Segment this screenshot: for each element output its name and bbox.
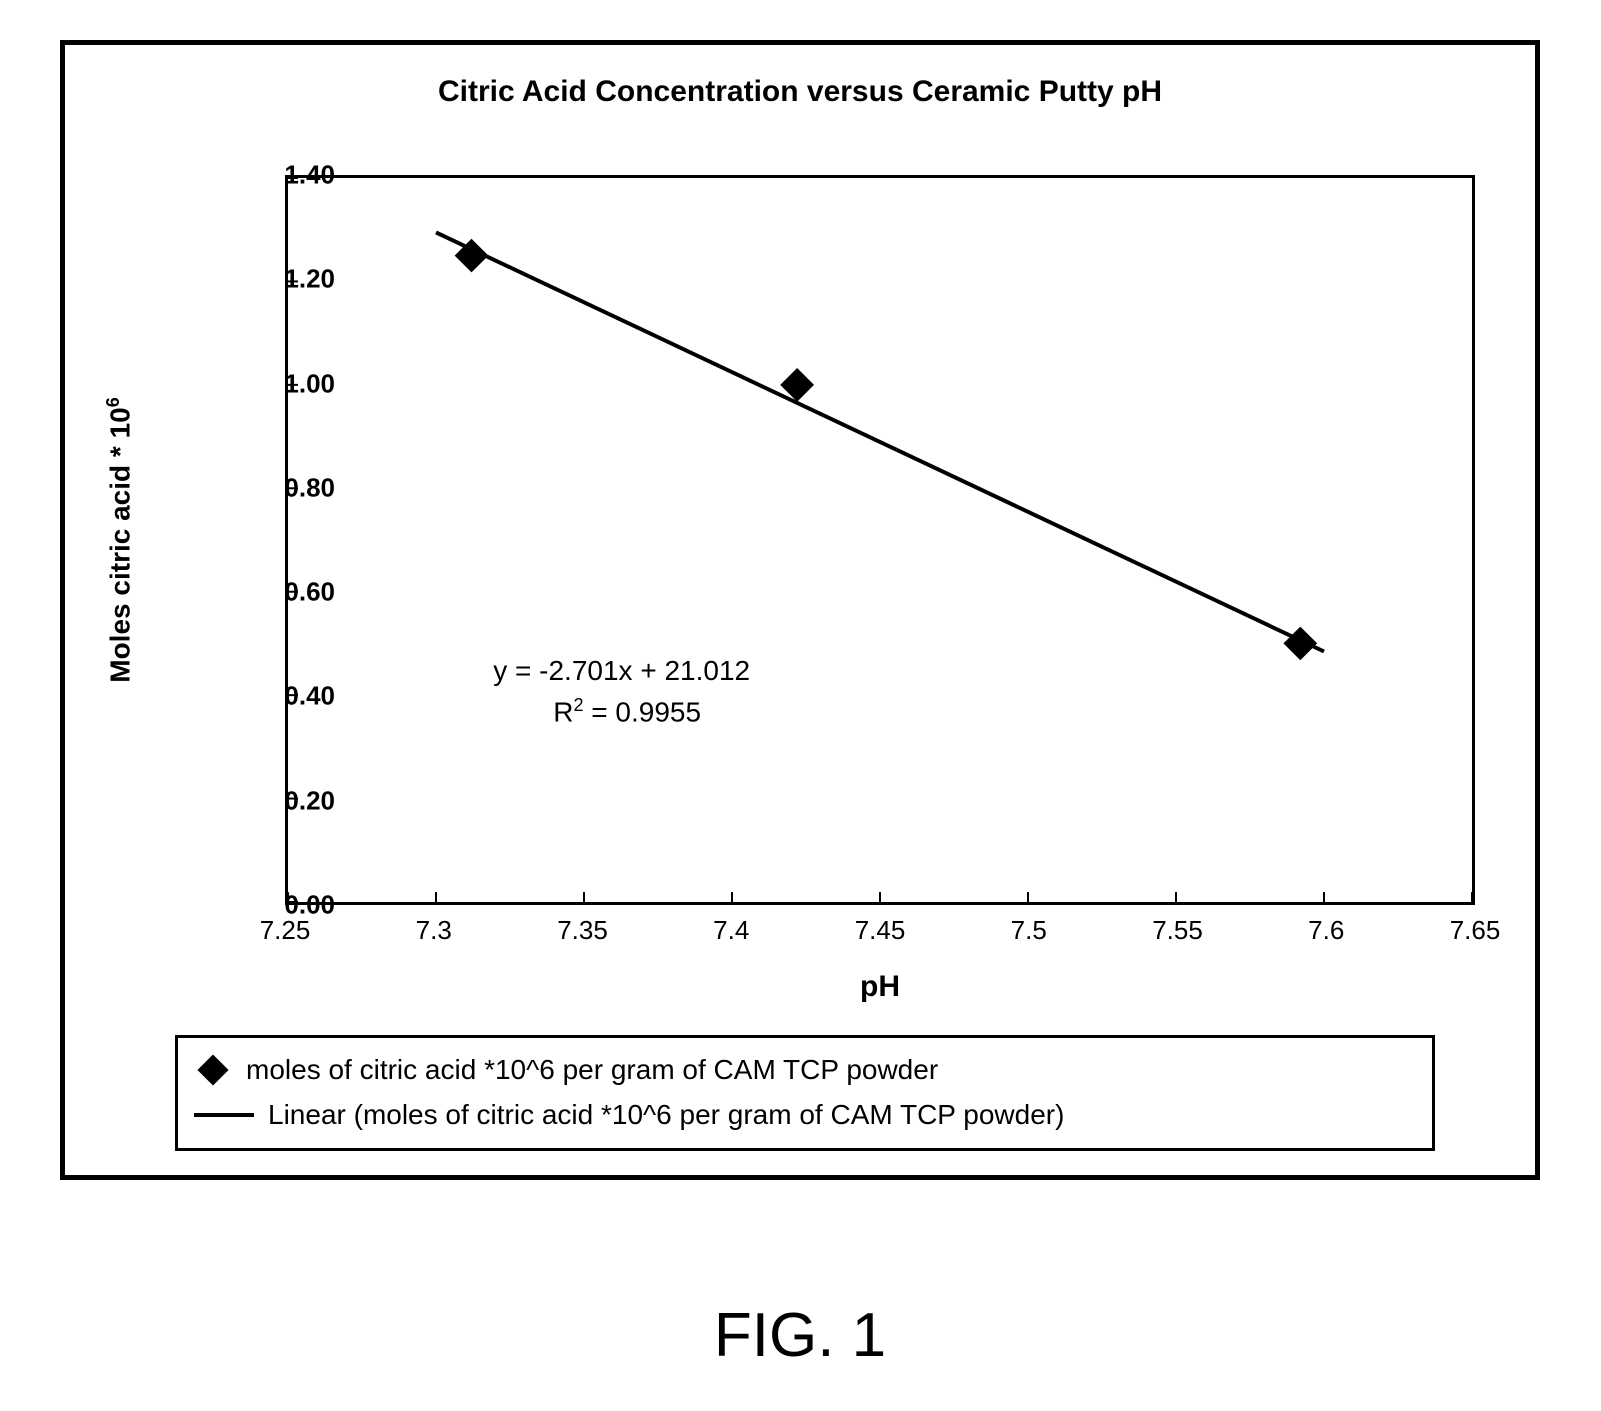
legend-label-trendline: Linear (moles of citric acid *10^6 per g… (268, 1093, 1064, 1138)
x-tick-label: 7.5 (1011, 915, 1047, 946)
x-tick-label: 7.55 (1152, 915, 1203, 946)
x-tick-label: 7.25 (260, 915, 311, 946)
x-tick-label: 7.35 (557, 915, 608, 946)
x-tick-label: 7.45 (855, 915, 906, 946)
y-axis-label: Moles citric acid * 106 (103, 397, 136, 682)
legend-item-points: moles of citric acid *10^6 per gram of C… (194, 1048, 1416, 1093)
y-tick-label: 0.80 (255, 472, 335, 503)
y-tick-label: 1.40 (255, 160, 335, 191)
y-tick-label: 0.20 (255, 785, 335, 816)
legend-item-trendline: Linear (moles of citric acid *10^6 per g… (194, 1093, 1416, 1138)
equation-line-1: y = -2.701x + 21.012 (493, 655, 750, 687)
y-tick-label: 1.00 (255, 368, 335, 399)
x-tick-label: 7.3 (416, 915, 452, 946)
y-tick-label: 0.40 (255, 681, 335, 712)
legend-label-points: moles of citric acid *10^6 per gram of C… (246, 1048, 938, 1093)
line-marker-icon (194, 1113, 254, 1117)
plot-svg (288, 178, 1472, 902)
equation-line-2: R2 = 0.9955 (553, 695, 701, 728)
x-tick-label: 7.6 (1308, 915, 1344, 946)
figure-caption: FIG. 1 (714, 1300, 886, 1371)
legend: moles of citric acid *10^6 per gram of C… (175, 1035, 1435, 1151)
y-tick-label: 1.20 (255, 264, 335, 295)
x-tick-label: 7.65 (1450, 915, 1501, 946)
x-axis-label: pH (860, 970, 900, 1004)
y-axis-label-text: Moles citric acid * 106 (105, 397, 136, 682)
y-tick-label: 0.60 (255, 577, 335, 608)
chart-outer-frame: Citric Acid Concentration versus Ceramic… (60, 40, 1540, 1180)
chart-title: Citric Acid Concentration versus Ceramic… (65, 75, 1535, 109)
x-tick-label: 7.4 (713, 915, 749, 946)
plot-area (285, 175, 1475, 905)
diamond-marker-icon (197, 1055, 228, 1086)
